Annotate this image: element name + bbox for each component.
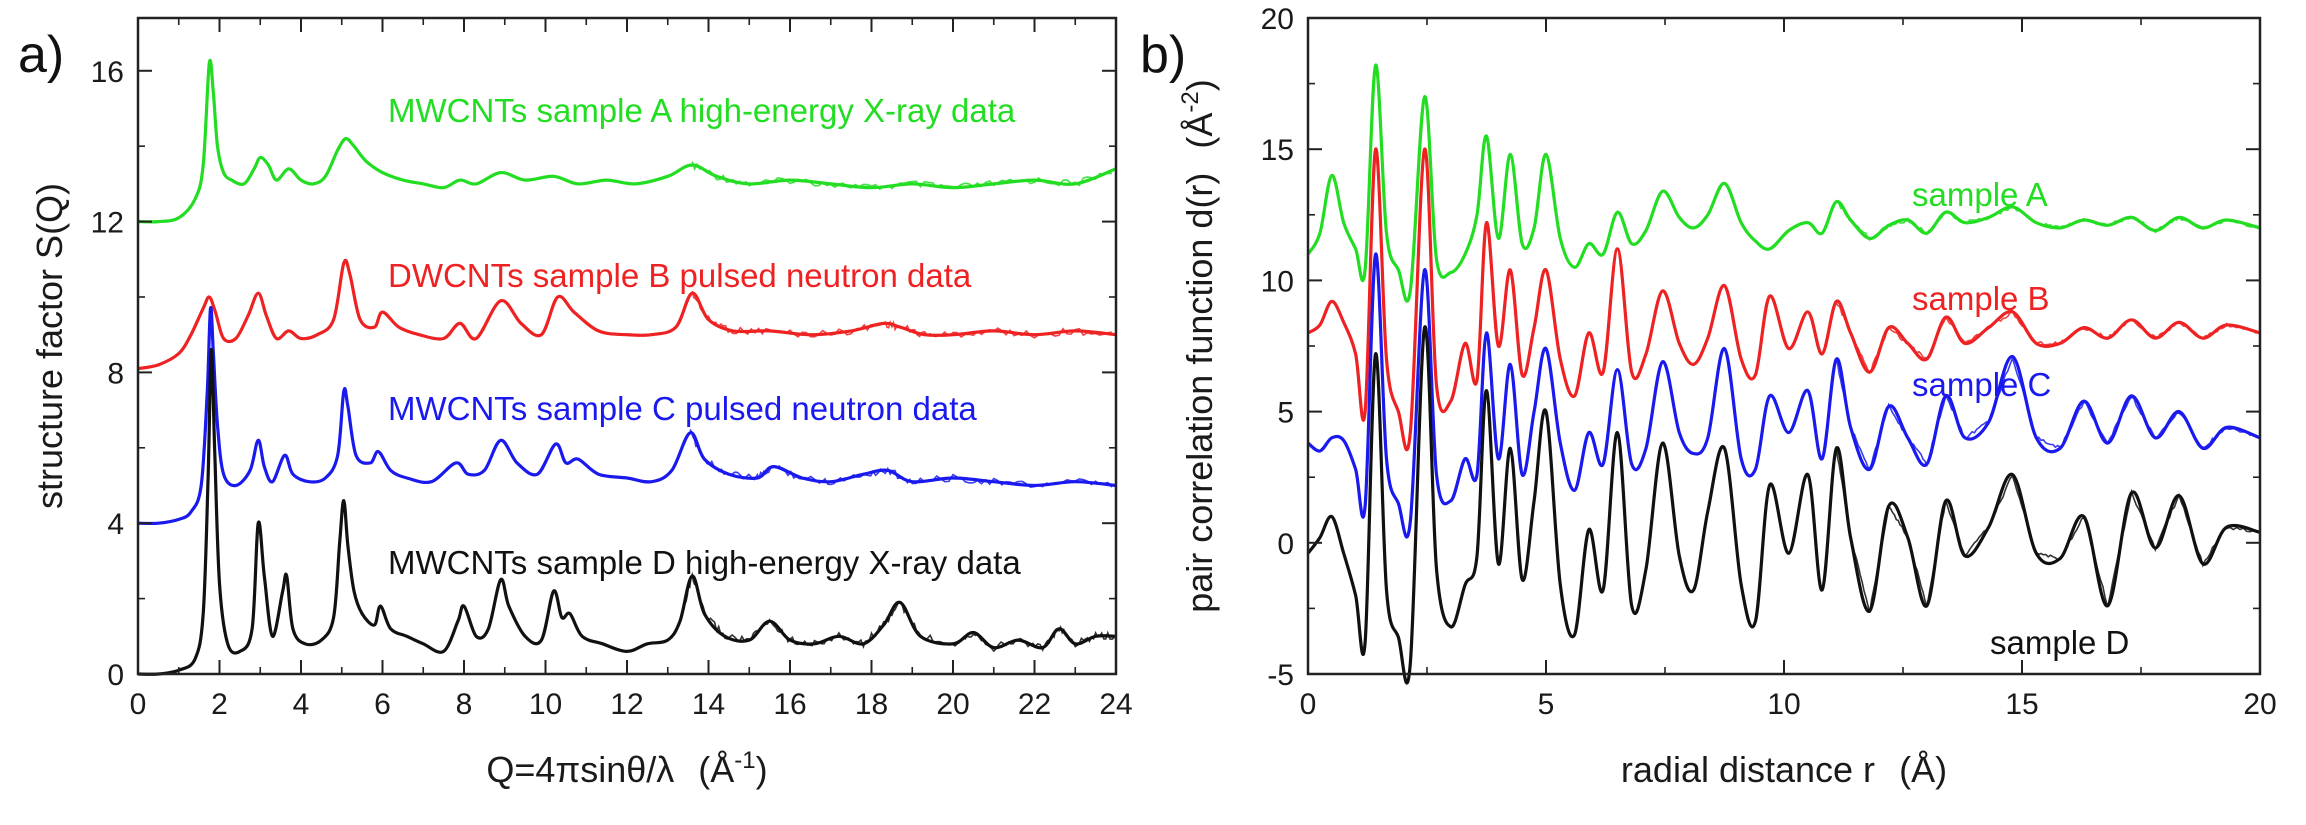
panel-b-series-label-2: sample B xyxy=(1912,280,2050,317)
panel-b-xtick-label-1: 5 xyxy=(1538,688,1555,721)
panel-b-ylabel-text: pair correlation function d(r) xyxy=(1179,173,1220,613)
panel-a-xtick-label-7: 14 xyxy=(692,688,725,721)
panel-a-xtick-label-8: 16 xyxy=(773,688,806,721)
panel-b-ytick-label-0: -5 xyxy=(1267,659,1294,692)
panel-b-ytick-label-3: 10 xyxy=(1261,265,1294,298)
panel-b-ytick-label-5: 20 xyxy=(1261,3,1294,36)
panel-a-series-label-1: MWCNTs sample A high-energy X-ray data xyxy=(388,92,1016,129)
panel-b-series-line-3 xyxy=(1306,252,2261,539)
panel-a-ticks xyxy=(137,18,1117,675)
panel-a-xtick-label-6: 12 xyxy=(610,688,643,721)
panel-a-xtick-label-2: 4 xyxy=(293,688,310,721)
panel-b-xtick-label-2: 10 xyxy=(1767,688,1800,721)
panel-a-xtick-label-3: 6 xyxy=(374,688,391,721)
panel-a-series-line-2 xyxy=(137,258,1117,371)
panel-b-ytick-label-1: 0 xyxy=(1277,528,1294,561)
panel-b-series xyxy=(1306,63,2261,685)
panel-b-series-label-1: sample A xyxy=(1912,176,2048,213)
panel-a-ytick-label-3: 12 xyxy=(91,207,124,240)
panel-b-ylabel-unit-exp: -2 xyxy=(1177,91,1204,112)
panel-a-series-label-3: MWCNTs sample C pulsed neutron data xyxy=(388,390,977,427)
panel-a-series-line-3 xyxy=(137,306,1117,526)
panel-b-annotations: sample A sample B sample C sample D xyxy=(1912,176,2129,661)
panel-b-ytick-label-4: 15 xyxy=(1261,134,1294,167)
panel-a-series-noise-2 xyxy=(691,290,1112,339)
panel-b-series-label-4: sample D xyxy=(1990,624,2129,661)
panel-b-xtick-label-0: 0 xyxy=(1300,688,1317,721)
panel-a-series-noise-4 xyxy=(679,571,1115,653)
panel-b-ylabel-unit: (Å xyxy=(1179,113,1220,149)
panel-a-xlabel-text: Q=4πsinθ/λ xyxy=(486,749,674,790)
panel-a-xtick-label-1: 2 xyxy=(211,688,228,721)
panel-b-series-noise-3 xyxy=(1835,355,2258,470)
panel-a-series xyxy=(137,58,1117,676)
panel-a-xlabel-unit-exp: -1 xyxy=(734,747,755,774)
panel-b-series-noise-2 xyxy=(1835,302,2258,375)
panel-b-series-line-1 xyxy=(1306,63,2261,303)
panel-a-xtick-label-4: 8 xyxy=(456,688,473,721)
panel-b-xtick-label-3: 15 xyxy=(2005,688,2038,721)
panel-a-ytick-label-4: 16 xyxy=(91,56,124,89)
panel-a-series-noise-1 xyxy=(691,161,1112,191)
panel-b-xtick-label-4: 20 xyxy=(2243,688,2276,721)
panel-a-series-noise-3 xyxy=(689,429,1113,489)
panel-a-ytick-label-0: 0 xyxy=(107,659,124,692)
panel-a-label: a) xyxy=(18,26,64,84)
panel-b-ytick-label-2: 5 xyxy=(1277,397,1294,430)
panel-a-xtick-label-12: 24 xyxy=(1099,688,1132,721)
panel-a-xtick-label-10: 20 xyxy=(936,688,969,721)
panel-b-xlabel-unit: (Å) xyxy=(1899,749,1947,790)
panel-b-ylabel-unit-close: ) xyxy=(1179,79,1220,91)
panel-a-series-label-2: DWCNTs sample B pulsed neutron data xyxy=(388,257,972,294)
panel-a-ytick-label-2: 8 xyxy=(107,357,124,390)
panel-a-series-label-4: MWCNTs sample D high-energy X-ray data xyxy=(388,544,1021,581)
panel-a-series-line-1 xyxy=(137,58,1117,224)
panel-b-series-label-3: sample C xyxy=(1912,366,2051,403)
panel-a-xtick-label-5: 10 xyxy=(529,688,562,721)
panel-a-xtick-label-0: 0 xyxy=(130,688,147,721)
panel-b-label: b) xyxy=(1140,26,1186,84)
panel-a-xlabel-unit-close: ) xyxy=(756,749,768,790)
panel-b-ylabel: pair correlation function d(r) (Å-2) xyxy=(1177,79,1220,613)
panel-b-series-line-2 xyxy=(1307,147,2261,452)
panel-a-annotations: MWCNTs sample A high-energy X-ray data DW… xyxy=(388,92,1021,581)
panel-b-series-noise-1 xyxy=(1835,199,2257,242)
panel-a-xtick-label-11: 22 xyxy=(1018,688,1051,721)
panel-a-xlabel: Q=4πsinθ/λ (Å-1) xyxy=(486,747,767,790)
panel-b-xlabel-text: radial distance r xyxy=(1621,749,1875,790)
panel-b-ticks xyxy=(1307,17,2261,675)
panel-a-ytick-label-1: 4 xyxy=(107,508,124,541)
panel-b-series-noise-4 xyxy=(1835,447,2257,613)
panel-a-ylabel: structure factor S(Q) xyxy=(29,183,70,509)
panel-a-xtick-label-9: 18 xyxy=(855,688,888,721)
panel-b-xlabel: radial distance r (Å) xyxy=(1621,749,1947,790)
panel-a-xlabel-unit: (Å xyxy=(698,749,734,790)
